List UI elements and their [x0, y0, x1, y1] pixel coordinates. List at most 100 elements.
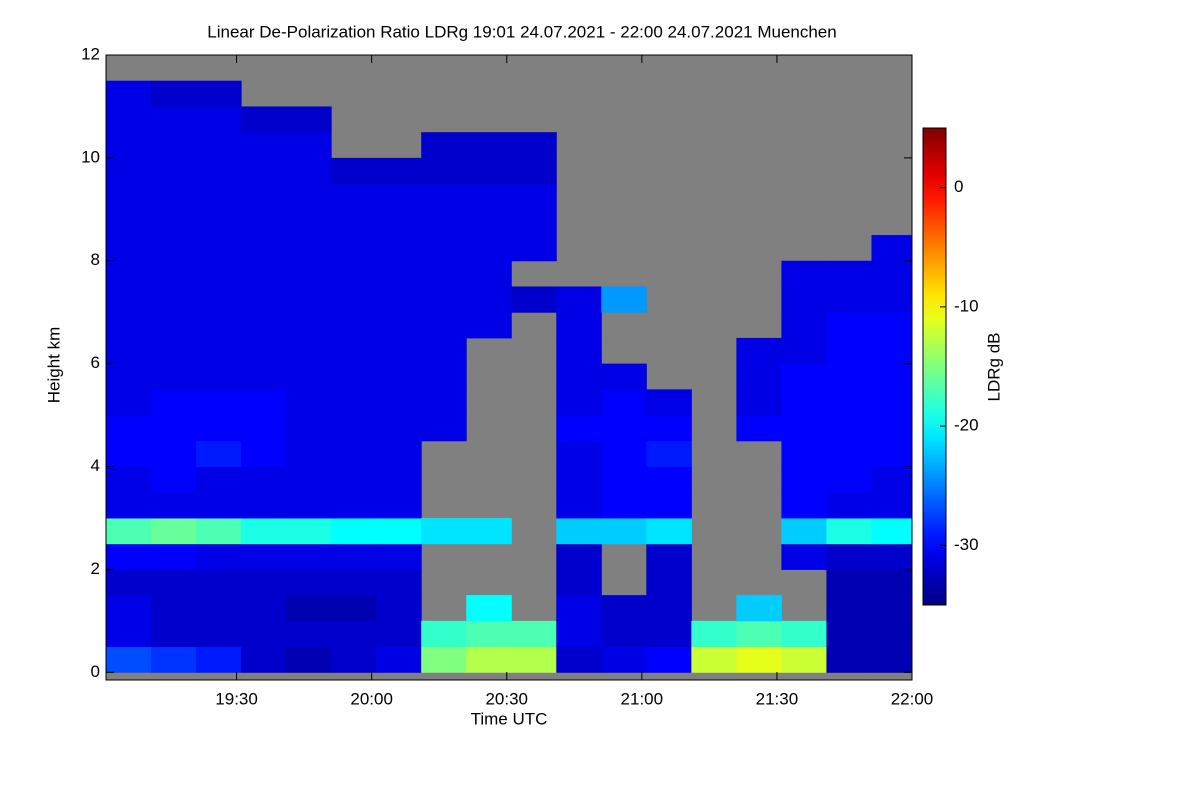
- heatmap-cell: [871, 569, 912, 596]
- heatmap-cell: [331, 620, 377, 648]
- heatmap-cell: [151, 235, 197, 262]
- heatmap-cell: [331, 543, 377, 570]
- heatmap-cell: [151, 569, 197, 596]
- heatmap-cell: [331, 492, 377, 519]
- heatmap-cell: [736, 337, 782, 365]
- heatmap-cell: [646, 646, 692, 673]
- heatmap-cell: [421, 312, 467, 339]
- heatmap-cell: [601, 415, 647, 442]
- heatmap-cell: [511, 620, 557, 648]
- heatmap-cell: [646, 389, 692, 416]
- heatmap-cell: [781, 286, 827, 313]
- heatmap-cell: [196, 80, 242, 107]
- heatmap: [106, 80, 912, 673]
- heatmap-cell: [646, 620, 692, 648]
- heatmap-cell: [646, 569, 692, 596]
- heatmap-cell: [331, 517, 377, 545]
- plot-frame: [105, 54, 913, 681]
- heatmap-cell: [556, 595, 602, 622]
- heatmap-cell: [601, 389, 647, 416]
- heatmap-cell: [421, 646, 467, 673]
- heatmap-cell: [736, 415, 782, 442]
- heatmap-cell: [871, 312, 912, 339]
- heatmap-cell: [286, 517, 332, 545]
- heatmap-cell: [736, 620, 782, 648]
- heatmap-cell: [331, 569, 377, 596]
- heatmap-cell: [196, 569, 242, 596]
- heatmap-cell: [781, 312, 827, 339]
- heatmap-cell: [151, 132, 197, 159]
- colorbar-label: LDRg dB: [984, 333, 1003, 402]
- heatmap-cell: [466, 235, 512, 262]
- heatmap-cell: [421, 235, 467, 262]
- x-tick-label: 20:30: [485, 689, 528, 708]
- heatmap-cell: [781, 492, 827, 519]
- heatmap-cell: [196, 106, 242, 133]
- heatmap-cell: [871, 389, 912, 416]
- heatmap-cell: [151, 543, 197, 570]
- heatmap-cell: [556, 312, 602, 339]
- heatmap-cell: [376, 595, 422, 622]
- heatmap-cell: [601, 466, 647, 493]
- heatmap-cell: [151, 415, 197, 442]
- heatmap-cell: [286, 415, 332, 442]
- heatmap-cell: [871, 466, 912, 493]
- heatmap-cell: [826, 569, 872, 596]
- heatmap-cell: [556, 517, 602, 545]
- heatmap-cell: [466, 286, 512, 313]
- heatmap-cell: [106, 80, 152, 107]
- heatmap-cell: [106, 209, 152, 236]
- heatmap-cell: [871, 440, 912, 468]
- heatmap-cell: [241, 440, 287, 468]
- heatmap-cell: [196, 337, 242, 365]
- heatmap-cell: [736, 646, 782, 673]
- heatmap-cell: [151, 363, 197, 390]
- chart-title: Linear De-Polarization Ratio LDRg 19:01 …: [207, 22, 836, 41]
- heatmap-cell: [421, 286, 467, 313]
- heatmap-cell: [826, 260, 872, 287]
- heatmap-cell: [286, 337, 332, 365]
- heatmap-cell: [106, 132, 152, 159]
- heatmap-cell: [286, 157, 332, 185]
- y-axis-label: Height km: [44, 327, 63, 404]
- heatmap-cell: [646, 595, 692, 622]
- heatmap-cell: [376, 286, 422, 313]
- heatmap-cell: [376, 157, 422, 185]
- heatmap-cell: [376, 209, 422, 236]
- colorbar-tick-label: -30: [954, 535, 979, 554]
- heatmap-cell: [241, 106, 287, 133]
- heatmap-cell: [556, 286, 602, 313]
- heatmap-cell: [331, 646, 377, 673]
- heatmap-cell: [151, 106, 197, 133]
- heatmap-cell: [736, 595, 782, 622]
- heatmap-cell: [871, 595, 912, 622]
- heatmap-cell: [331, 466, 377, 493]
- heatmap-cell: [466, 646, 512, 673]
- heatmap-cell: [511, 286, 557, 313]
- heatmap-cell: [826, 389, 872, 416]
- heatmap-cell: [106, 363, 152, 390]
- heatmap-cell: [196, 260, 242, 287]
- heatmap-cell: [241, 157, 287, 185]
- heatmap-cell: [286, 492, 332, 519]
- heatmap-cell: [511, 209, 557, 236]
- heatmap-cell: [286, 260, 332, 287]
- heatmap-cell: [556, 440, 602, 468]
- heatmap-cell: [871, 492, 912, 519]
- heatmap-cell: [871, 286, 912, 313]
- heatmap-cell: [376, 543, 422, 570]
- heatmap-cell: [196, 595, 242, 622]
- heatmap-cell: [871, 337, 912, 365]
- heatmap-cell: [376, 569, 422, 596]
- heatmap-cell: [241, 235, 287, 262]
- heatmap-cell: [331, 363, 377, 390]
- heatmap-cell: [331, 415, 377, 442]
- heatmap-cell: [466, 595, 512, 622]
- heatmap-cell: [196, 646, 242, 673]
- heatmap-cell: [781, 337, 827, 365]
- heatmap-cell: [106, 646, 152, 673]
- heatmap-cell: [196, 157, 242, 185]
- heatmap-cell: [511, 157, 557, 185]
- heatmap-cell: [556, 363, 602, 390]
- heatmap-cell: [151, 646, 197, 673]
